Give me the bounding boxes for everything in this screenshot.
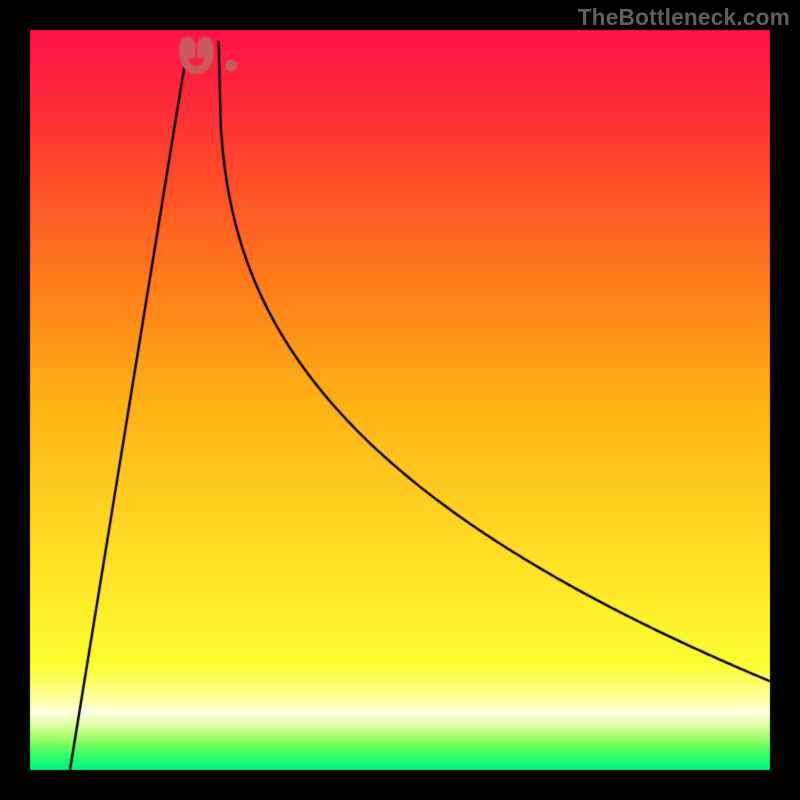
watermark-label: TheBottleneck.com (578, 4, 790, 31)
bottleneck-curve-layer (0, 0, 800, 800)
chart-stage: TheBottleneck.com (0, 0, 800, 800)
